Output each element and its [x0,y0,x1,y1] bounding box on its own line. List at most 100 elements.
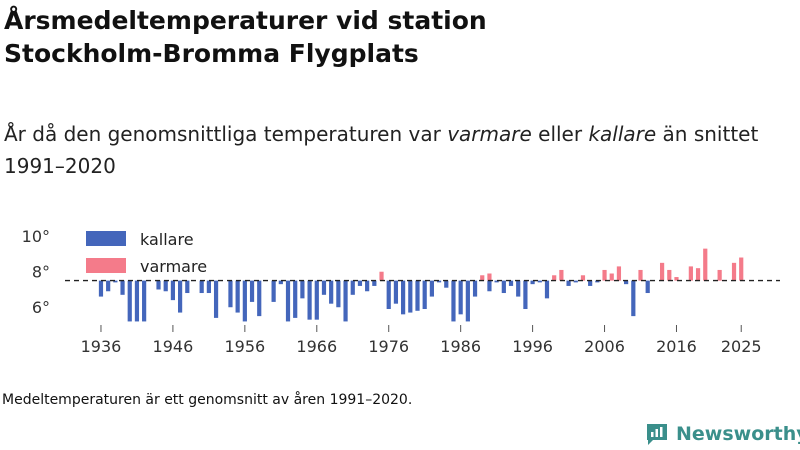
x-tick-label: 1946 [153,337,194,356]
x-tick-label: 2025 [721,337,762,356]
bar-kallare-1960 [271,280,276,302]
bar-kallare-1990 [487,280,492,292]
bar-kallare-1942 [142,280,147,322]
bar-kallare-1939 [120,280,125,295]
bar-kallare-1982 [429,280,434,297]
bar-kallare-1965 [307,280,312,320]
x-tick-label: 1956 [224,337,265,356]
bar-kallare-1945 [163,280,168,292]
bar-kallare-1964 [300,280,305,299]
bar-kallare-1992 [501,280,506,294]
subtitle-warm-word: varmare [447,122,532,146]
bar-varmare-1990 [487,273,492,281]
bar-varmare-2007 [609,273,614,281]
newsworthy-logo-icon [647,424,667,445]
bar-kallare-2001 [566,280,571,286]
bar-kallare-1947 [178,280,183,313]
chart-title: Årsmedeltemperaturer vid station Stockho… [4,6,487,68]
bar-kallare-1957 [249,280,255,302]
bar-varmare-2008 [616,266,622,281]
bar-kallare-1944 [156,280,161,290]
y-tick-label: 8° [32,263,50,282]
bar-kallare-2012 [645,280,650,294]
bar-kallare-1967 [321,280,327,295]
bar-kallare-1963 [293,280,298,318]
bar-kallare-1938 [113,280,118,283]
bar-kallare-1988 [472,280,478,297]
bar-kallare-1962 [285,280,291,322]
bar-kallare-1981 [422,280,427,310]
bar-kallare-1974 [372,280,377,286]
bar-kallare-1996 [530,280,535,285]
bar-kallare-1946 [170,280,176,301]
y-tick-label: 10° [22,227,50,246]
bar-kallare-1961 [278,280,283,285]
bar-kallare-1951 [206,280,211,294]
bar-varmare-2018 [688,266,693,281]
legend-label-varmare: varmare [140,257,207,276]
bar-varmare-2019 [695,268,701,281]
bar-varmare-2014 [659,262,665,281]
x-tick-label: 1966 [296,337,337,356]
x-tick-label: 2006 [584,337,625,356]
subtitle-cold-word: kallare [588,122,657,146]
bar-varmare-2022 [717,269,722,281]
legend-swatch-varmare [86,258,126,273]
y-axis: 6° 8° 10° [22,227,50,317]
bar-kallare-1985 [451,280,456,322]
x-tick-label: 1996 [512,337,553,356]
bar-kallare-2002 [573,280,578,283]
bar-kallare-1972 [357,280,363,286]
bar-varmare-2020 [703,248,708,281]
legend-swatch-kallare [86,231,126,246]
bar-kallare-1997 [537,280,542,283]
bar-kallare-1950 [199,280,204,294]
bar-kallare-1969 [336,280,341,308]
x-tick-label: 1936 [81,337,122,356]
bar-kallare-1986 [458,280,463,315]
bar-kallare-1998 [544,280,550,299]
bar-kallare-1979 [408,280,413,313]
bar-kallare-1980 [415,280,420,311]
x-tick-label: 1976 [368,337,409,356]
bar-varmare-1975 [379,271,384,281]
x-tick-label: 2016 [656,337,697,356]
bars-group [98,248,744,322]
bar-kallare-1936 [98,280,104,297]
bar-kallare-1977 [393,280,399,304]
subtitle-text-3: än snittet 1991–2020 [4,122,759,178]
footnote: Medeltemperaturen är ett genomsnitt av å… [2,392,413,408]
bar-kallare-2010 [631,280,636,317]
bar-kallare-1948 [185,280,190,294]
bar-kallare-1940 [127,280,132,322]
bar-kallare-1937 [106,280,111,292]
subtitle-text-2: eller [531,122,589,146]
legend: kallare varmare [86,230,207,276]
bar-kallare-2009 [624,280,629,285]
bar-varmare-2024 [731,262,737,281]
bar-kallare-1966 [314,280,319,320]
bar-varmare-1989 [480,275,485,281]
bar-kallare-1973 [365,280,370,292]
bar-kallare-1983 [436,280,442,283]
bar-kallare-1991 [494,280,499,283]
bar-kallare-1941 [134,280,140,322]
bar-kallare-1952 [213,280,219,318]
bar-varmare-2025 [739,257,744,281]
bar-varmare-2006 [602,269,607,281]
bar-kallare-1976 [386,280,391,310]
bar-varmare-2000 [559,269,564,281]
brand-logo: Newsworthy [644,420,800,448]
bar-varmare-1999 [552,275,557,281]
legend-label-kallare: kallare [140,230,194,249]
bar-kallare-1970 [343,280,348,322]
y-tick-label: 6° [32,298,50,317]
bar-kallare-1958 [257,280,262,317]
x-tick-label: 1986 [440,337,481,356]
bar-kallare-1954 [228,280,233,308]
bar-kallare-2004 [588,280,593,286]
x-axis: 1936 1946 1956 1966 1976 1986 1996 2006 2016 2025 [81,325,762,356]
bar-kallare-1984 [444,280,449,288]
bar-kallare-1993 [508,280,514,286]
